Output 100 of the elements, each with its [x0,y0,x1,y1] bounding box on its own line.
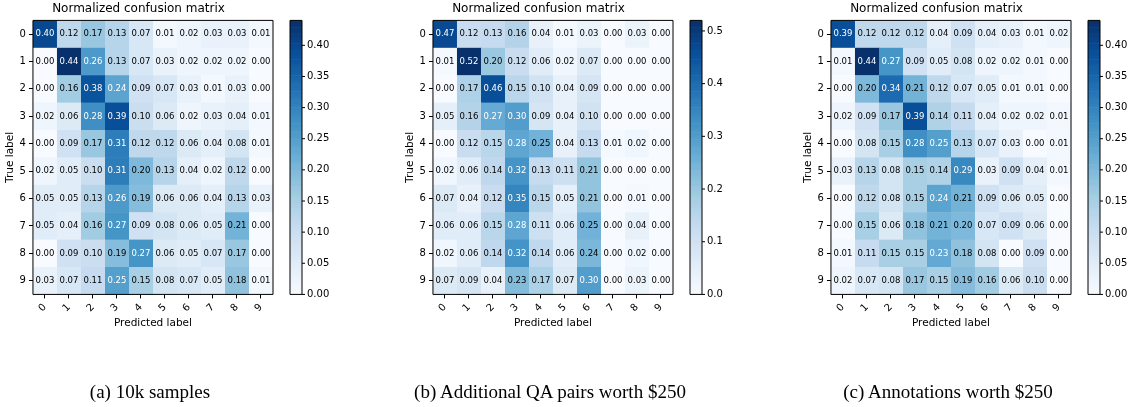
data-label: 0.11 [953,110,973,121]
y-axis-title: True label [801,131,814,184]
data-label: 0.11 [83,274,103,285]
color-bar-label: 0.35 [1105,70,1128,82]
data-label: 0.00 [35,247,55,258]
data-label: 0.12 [483,192,503,203]
data-label: 0.07 [953,83,973,94]
data-label: 0.04 [459,192,479,203]
data-label: 0.05 [435,110,455,121]
data-label: 0.28 [507,137,527,148]
data-label: 0.04 [977,28,997,39]
x-tick-label: 5 [953,301,967,314]
data-label: 0.02 [179,55,199,66]
data-label: 0.07 [59,274,79,285]
y-tick-label: 1 [419,55,426,67]
data-label: 0.04 [531,28,551,39]
data-label: 0.17 [83,137,103,148]
data-label: 0.09 [977,192,997,203]
data-label: 0.00 [627,110,647,121]
data-label: 0.39 [833,28,853,39]
x-tick-label: 9 [651,301,665,314]
data-label: 0.44 [59,55,79,66]
data-label: 0.00 [1049,192,1069,203]
data-label: 0.00 [603,83,623,94]
x-axis-title: Predicted label [113,316,192,329]
data-label: 0.00 [833,137,853,148]
data-label: 0.32 [507,247,527,258]
x-tick-label: 3 [507,301,521,314]
data-label: 0.26 [83,55,103,66]
data-label: 0.20 [857,83,877,94]
data-label: 0.05 [1025,192,1045,203]
color-bar-label: 0.20 [307,163,330,175]
chart-title: Normalized confusion matrix [850,1,1023,16]
x-tick-label: 0 [435,301,449,314]
data-label: 0.04 [59,220,79,231]
y-tick-label: 6 [817,192,824,204]
color-bar-label: 0.2 [707,182,723,194]
data-label: 0.18 [905,220,925,231]
data-label: 0.17 [531,274,551,285]
data-label: 0.09 [531,110,551,121]
data-label: 0.17 [459,83,479,94]
data-label: 0.12 [227,165,247,176]
data-label: 0.10 [579,110,599,121]
color-bar-label: 0.0 [707,288,723,300]
data-label: 0.12 [857,28,877,39]
data-label: 0.34 [881,83,901,94]
data-label: 0.01 [203,83,223,94]
y-tick-label: 6 [419,192,426,204]
data-label: 0.12 [929,83,949,94]
data-label: 0.04 [179,165,199,176]
data-label: 0.00 [35,137,55,148]
data-label: 0.00 [603,55,623,66]
data-label: 0.03 [833,165,853,176]
data-label: 0.10 [83,165,103,176]
data-label: 0.31 [107,165,127,176]
data-label: 0.11 [531,220,551,231]
data-label: 0.06 [881,220,901,231]
data-label: 0.04 [483,274,503,285]
data-label: 0.00 [251,247,271,258]
data-label: 0.01 [603,137,623,148]
data-label: 0.11 [555,165,575,176]
data-label: 0.12 [905,28,925,39]
data-label: 0.26 [107,192,127,203]
data-label: 0.01 [1001,83,1021,94]
y-tick-label: 1 [817,55,824,67]
data-label: 0.02 [179,110,199,121]
x-tick-label: 9 [1049,301,1063,314]
y-tick-label: 7 [817,219,824,231]
data-label: 0.05 [203,220,223,231]
data-label: 0.25 [579,220,599,231]
data-label: 0.47 [435,28,455,39]
data-label: 0.03 [35,274,55,285]
data-label: 0.27 [881,55,901,66]
data-label: 0.07 [131,28,151,39]
data-label: 0.01 [627,192,647,203]
data-label: 0.15 [905,192,925,203]
data-label: 0.02 [1049,28,1069,39]
data-label: 0.05 [35,192,55,203]
data-label: 0.02 [555,55,575,66]
y-tick-label: 5 [817,164,824,176]
data-label: 0.23 [507,274,527,285]
data-label: 0.00 [651,220,671,231]
data-label: 0.02 [1025,110,1045,121]
data-label: 0.13 [107,28,127,39]
data-label: 0.05 [555,192,575,203]
y-tick-label: 8 [817,246,824,258]
data-label: 0.08 [155,274,175,285]
data-label: 0.03 [251,192,271,203]
data-label: 0.01 [833,247,853,258]
data-label: 0.12 [131,137,151,148]
data-label: 0.07 [435,274,455,285]
data-label: 0.15 [507,83,527,94]
data-label: 0.08 [155,220,175,231]
data-label: 0.13 [155,165,175,176]
data-label: 0.21 [929,220,949,231]
data-label: 0.02 [203,55,223,66]
data-label: 0.06 [59,110,79,121]
data-label: 0.32 [507,165,527,176]
data-label: 0.00 [651,165,671,176]
data-label: 0.06 [459,247,479,258]
